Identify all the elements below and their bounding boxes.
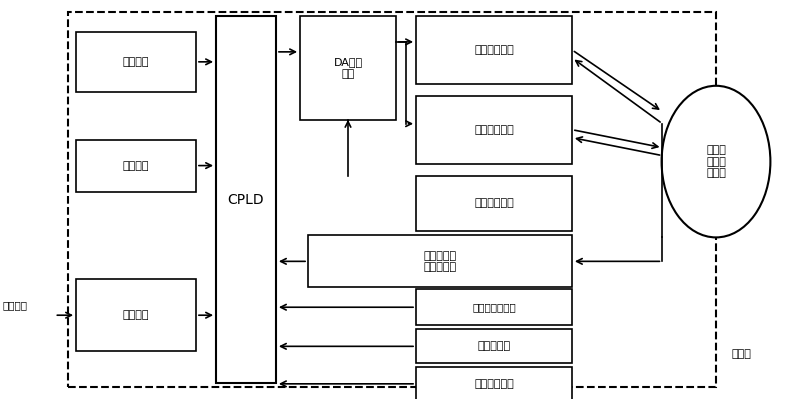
- Bar: [76, 32, 196, 92]
- Bar: [416, 96, 572, 164]
- Bar: [68, 12, 716, 387]
- Text: 恒流驱动电路: 恒流驱动电路: [474, 124, 514, 135]
- Bar: [300, 16, 396, 120]
- Text: 正反转开关: 正反转开关: [478, 341, 510, 351]
- Text: 两相混
合式步
进电机: 两相混 合式步 进电机: [706, 145, 726, 178]
- Bar: [216, 16, 276, 383]
- Text: 起动停止开关: 起动停止开关: [474, 379, 514, 389]
- Text: 脉冲输入: 脉冲输入: [2, 300, 27, 310]
- Bar: [416, 289, 572, 325]
- Ellipse shape: [662, 86, 770, 237]
- Text: DA转换
电路: DA转换 电路: [334, 57, 362, 79]
- Bar: [76, 279, 196, 351]
- Text: 晶振电路: 晶振电路: [122, 160, 150, 171]
- Text: CPLD: CPLD: [228, 192, 264, 207]
- Bar: [76, 140, 196, 192]
- Bar: [416, 176, 572, 231]
- Text: 恒流驱动电路: 恒流驱动电路: [474, 45, 514, 55]
- Bar: [308, 235, 572, 287]
- Bar: [416, 367, 572, 399]
- Text: 细分数选择开关: 细分数选择开关: [472, 302, 516, 312]
- Text: 电流检测过
流保护电路: 电流检测过 流保护电路: [423, 251, 457, 272]
- Text: 控制器: 控制器: [732, 349, 752, 359]
- Bar: [416, 16, 572, 84]
- Text: 电流给定电路: 电流给定电路: [474, 198, 514, 209]
- Bar: [416, 329, 572, 363]
- Text: 隔离电路: 隔离电路: [122, 310, 150, 320]
- Text: 复位开关: 复位开关: [122, 57, 150, 67]
